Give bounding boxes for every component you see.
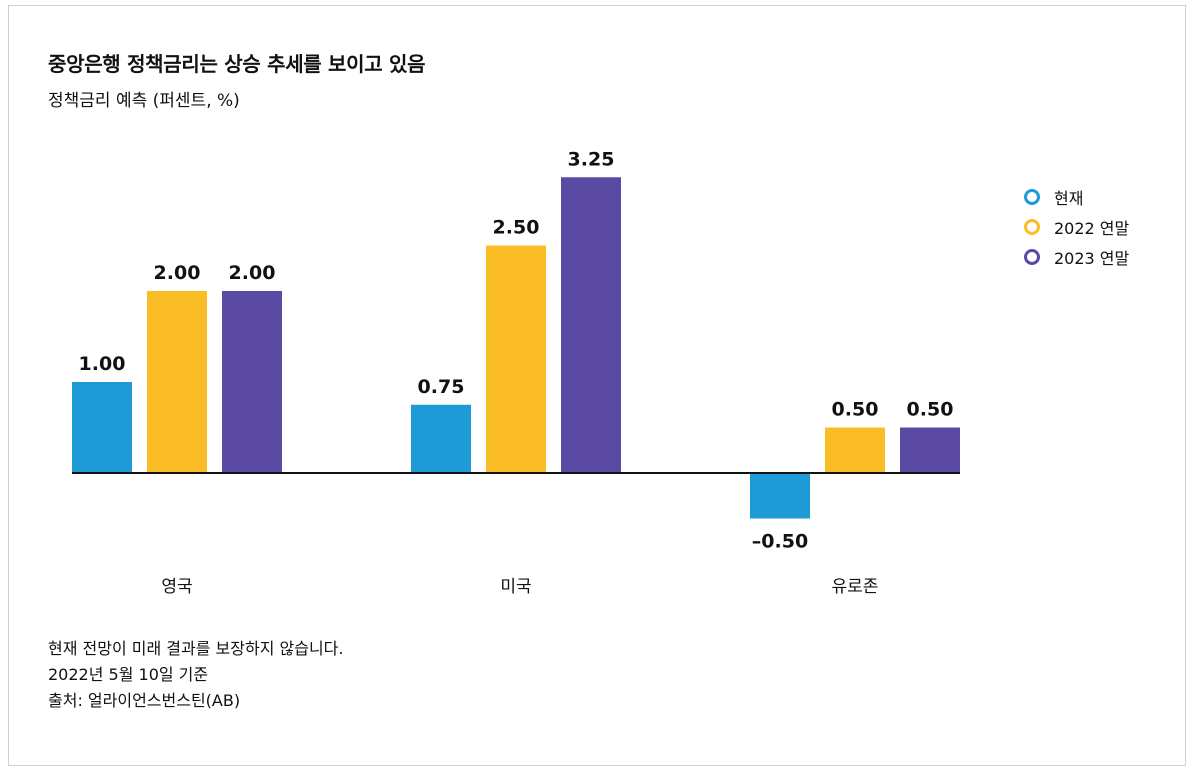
footnote-disclaimer: 현재 전망이 미래 결과를 보장하지 않습니다.: [48, 639, 344, 658]
legend-marker-current: [1024, 189, 1040, 205]
bar-2023-3: [900, 427, 960, 473]
data-label-2022-2: 2.50: [493, 217, 540, 239]
legend-label-2022: 2022 연말: [1054, 219, 1130, 238]
legend-item-current: 현재: [1024, 182, 1129, 212]
category-label-2: 미국: [500, 577, 531, 597]
legend-item-2022: 2022 연말: [1024, 212, 1129, 242]
category-label-3: 유로존: [832, 577, 879, 597]
chart-title: 중앙은행 정책금리는 상승 추세를 보이고 있음: [48, 52, 426, 76]
footnotes: 현재 전망이 미래 결과를 보장하지 않습니다. 2022년 5월 10일 기준…: [48, 636, 343, 714]
legend-label-current: 현재: [1054, 189, 1084, 208]
data-label-2022-1: 2.00: [154, 262, 201, 284]
legend: 현재 2022 연말 2023 연말: [1024, 182, 1129, 272]
data-label-current-3: –0.50: [752, 531, 808, 553]
bar-current-2: [411, 404, 471, 473]
bar-2022-2: [486, 245, 546, 473]
chart-subtitle: 정책금리 예측 (퍼센트, %): [48, 91, 240, 111]
bar-2023-1: [222, 291, 282, 473]
footnote-date: 2022년 5월 10일 기준: [48, 665, 209, 684]
data-label-2022-3: 0.50: [832, 399, 879, 421]
data-label-2023-1: 2.00: [229, 262, 276, 284]
data-label-2023-2: 3.25: [568, 148, 615, 170]
bar-current-1: [72, 382, 132, 473]
bar-current-3: [750, 473, 810, 519]
bar-2022-3: [825, 427, 885, 473]
legend-label-2023: 2023 연말: [1054, 249, 1130, 268]
data-label-current-2: 0.75: [418, 376, 465, 398]
legend-marker-2023: [1024, 249, 1040, 265]
legend-item-2023: 2023 연말: [1024, 242, 1129, 272]
category-label-1: 영국: [161, 577, 192, 597]
legend-marker-2022: [1024, 219, 1040, 235]
bar-2022-1: [147, 291, 207, 473]
data-label-2023-3: 0.50: [907, 399, 954, 421]
bar-2023-2: [561, 177, 621, 473]
data-label-current-1: 1.00: [79, 353, 126, 375]
footnote-source: 출처: 얼라이언스번스틴(AB): [48, 691, 241, 710]
